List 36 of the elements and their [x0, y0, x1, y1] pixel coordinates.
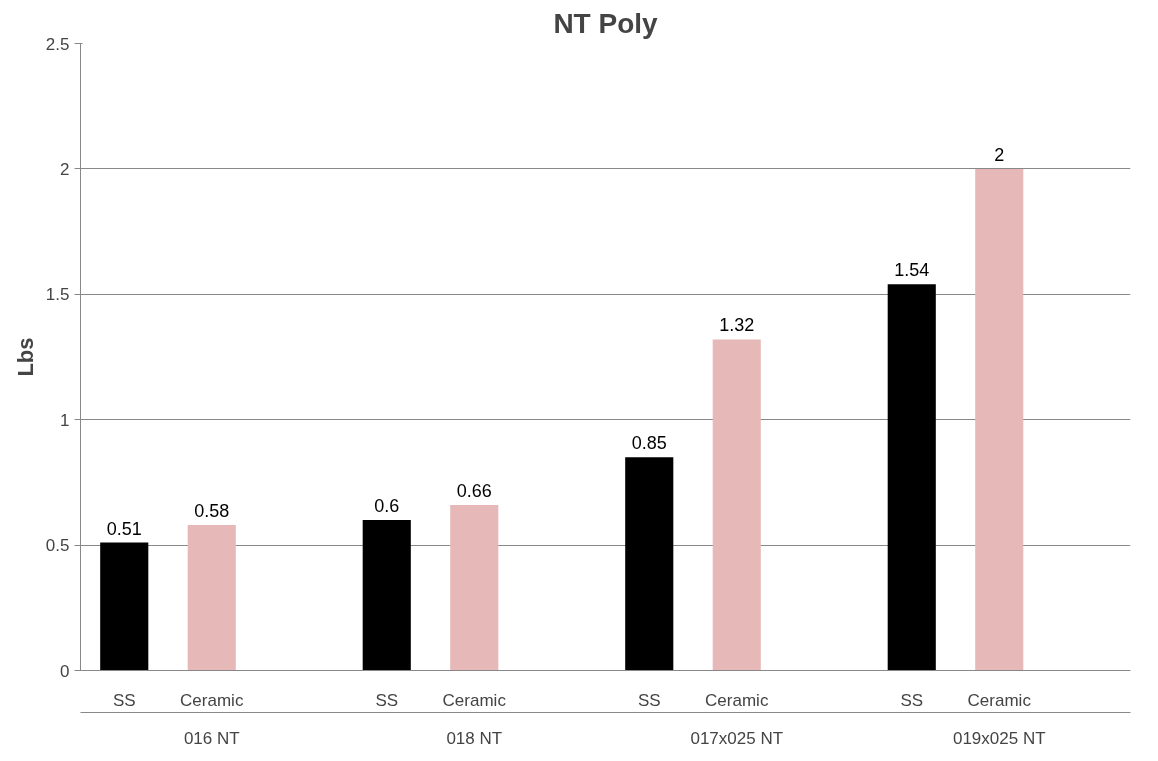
- y-tick-label: 0: [60, 661, 70, 681]
- data-label: 1.32: [719, 315, 755, 336]
- series-label: SS: [112, 690, 136, 710]
- data-label: 0.66: [456, 480, 492, 501]
- y-axis-title: Lbs: [12, 337, 38, 377]
- bar: [712, 339, 761, 671]
- x-tick-label: 019x025 NT: [952, 728, 1046, 748]
- data-label: 0.85: [631, 433, 667, 454]
- text: SS: [900, 690, 924, 710]
- data-label: 1.54: [894, 260, 930, 281]
- y-tick-label: 2.5: [45, 34, 70, 54]
- y-tick-label: 2: [60, 159, 70, 179]
- y-tick-label: 0.5: [45, 536, 70, 556]
- text: Ceramic: [705, 690, 769, 710]
- data-label: 0.58: [194, 501, 230, 522]
- text: Ceramic: [442, 690, 506, 710]
- text: Ceramic: [967, 690, 1031, 710]
- series-label: Ceramic: [180, 690, 244, 710]
- x-tick-label: 018 NT: [446, 728, 503, 748]
- bar: [625, 457, 674, 671]
- bar: [975, 168, 1024, 671]
- x-tick-label: 017x025 NT: [690, 728, 784, 748]
- data-label: 0.6: [374, 496, 400, 517]
- y-tick-label: 1.5: [45, 285, 70, 305]
- data-label: 0.51: [106, 518, 142, 539]
- chart-title: NT Poly: [553, 7, 659, 39]
- y-tick-label: 1: [60, 410, 70, 430]
- bar: [450, 504, 499, 671]
- x-tick-label: 016 NT: [183, 728, 240, 748]
- bar: [887, 284, 936, 671]
- bar: [362, 520, 411, 671]
- bar: [100, 542, 149, 671]
- bar: [187, 525, 236, 671]
- data-label: 2: [994, 144, 1005, 165]
- text: SS: [375, 690, 399, 710]
- text: SS: [637, 690, 661, 710]
